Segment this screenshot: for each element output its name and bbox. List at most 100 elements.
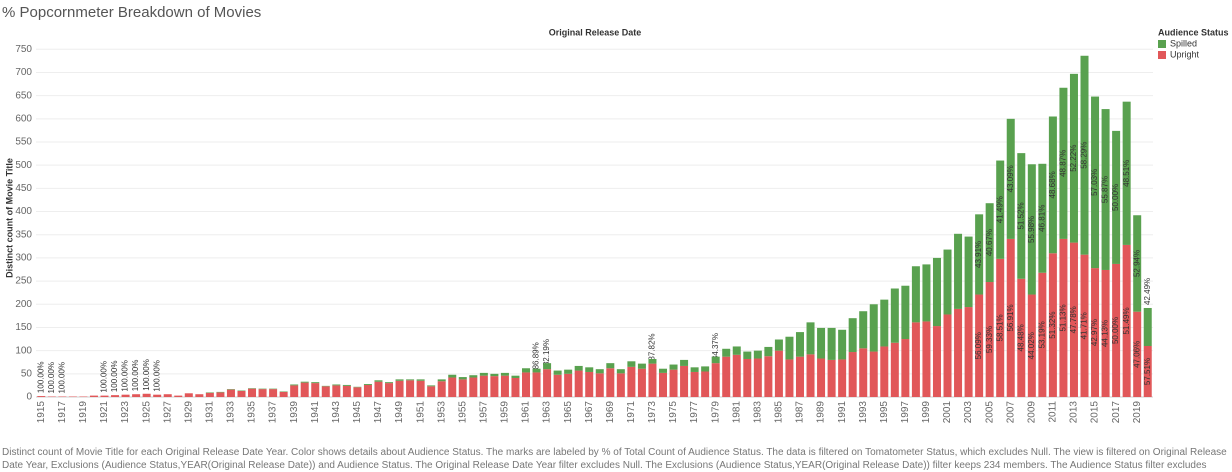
bar-segment [395, 380, 404, 397]
bar-segment [416, 380, 425, 397]
x-tick-label: 1961 [521, 401, 532, 424]
bar-segment [606, 368, 615, 397]
segment-label: 47.06% [1132, 341, 1141, 368]
bar-segment [701, 366, 710, 372]
x-tick-label: 2015 [1090, 401, 1101, 424]
bar-segment [648, 363, 657, 397]
bar-segment [458, 377, 467, 380]
bar-segment [406, 379, 415, 381]
bar-segment [943, 249, 952, 315]
bar-segment [1048, 253, 1057, 397]
x-tick-label: 1923 [120, 401, 131, 424]
bar-segment [153, 394, 162, 397]
bar-segment [479, 372, 488, 376]
bar-segment [658, 368, 667, 373]
bar-segment [637, 368, 646, 397]
bar-segment [437, 381, 446, 397]
bar-segment [248, 388, 257, 397]
bar-segment [311, 383, 320, 397]
x-header: Original Release Date [549, 27, 642, 37]
x-tick-label: 1987 [795, 401, 806, 424]
bar-segment [975, 294, 984, 397]
bar-segment [300, 381, 309, 383]
bar-segment [690, 371, 699, 397]
bar-segment [848, 352, 857, 397]
bar-segment [658, 372, 667, 397]
segment-label: 55.87% [1101, 176, 1110, 203]
y-tick-label: 50 [21, 368, 33, 379]
x-tick-label: 2001 [942, 401, 953, 424]
bar-segment [100, 395, 109, 397]
segment-label: 52.22% [1069, 145, 1078, 172]
x-tick-label: 2005 [984, 401, 995, 424]
x-tick-label: 1997 [900, 401, 911, 424]
bar-segment [458, 379, 467, 397]
bar-segment [332, 385, 341, 397]
segment-label: 100.00% [131, 360, 140, 392]
bar-segment [785, 359, 794, 397]
bar-segment [416, 379, 425, 381]
bar-segment [880, 346, 889, 397]
bar-segment [585, 371, 594, 397]
bar-segment [321, 386, 330, 397]
bar-segment [848, 318, 857, 353]
segment-label: 51.32% [1048, 312, 1057, 339]
bar-segment [1038, 163, 1047, 273]
bar-segment [616, 369, 625, 374]
segment-label: 41.49% [995, 196, 1004, 223]
y-tick-label: 700 [15, 67, 32, 78]
x-tick-label: 1917 [57, 401, 68, 424]
segment-label: 42.49% [1143, 278, 1152, 305]
bar-segment [827, 359, 836, 397]
segment-label: 59.33% [985, 326, 994, 353]
bar-segment [184, 393, 193, 397]
bar-segment [448, 377, 457, 397]
bar-segment [89, 395, 98, 397]
bar-segment [817, 358, 826, 397]
x-tick-label: 1999 [921, 401, 932, 424]
bar-segment [522, 368, 531, 373]
bar-segment [985, 203, 994, 283]
bar-segment [774, 350, 783, 397]
x-tick-label: 1985 [774, 401, 785, 424]
bar-segment [1069, 73, 1078, 243]
bar-segment [901, 339, 910, 397]
legend-swatch [1158, 40, 1166, 48]
bar-segment [690, 367, 699, 372]
segment-label: 48.87% [1059, 150, 1068, 177]
bar-segment [722, 356, 731, 397]
bar-segment [374, 380, 383, 382]
segment-label: 87.82% [648, 333, 657, 360]
bar-segment [648, 358, 657, 364]
x-tick-label: 1951 [415, 401, 426, 424]
bar-segment [764, 356, 773, 397]
bar-segment [543, 369, 552, 397]
bar-segment [448, 374, 457, 378]
bar-segment [722, 348, 731, 357]
bar-segment [595, 373, 604, 397]
segment-label: 44.02% [1027, 332, 1036, 359]
x-tick-label: 2007 [1005, 401, 1016, 424]
segment-label: 47.78% [1069, 306, 1078, 333]
bar-segment [279, 391, 288, 397]
bar-segment [205, 392, 214, 397]
x-tick-label: 1941 [310, 401, 321, 424]
y-tick-label: 550 [15, 137, 32, 148]
x-tick-label: 1935 [247, 401, 258, 424]
bar-segment [574, 365, 583, 371]
x-tick-label: 1933 [226, 401, 237, 424]
bar-segment [954, 233, 963, 309]
bar-segment [553, 374, 562, 397]
x-tick-label: 1969 [605, 401, 616, 424]
x-tick-label: 1993 [858, 401, 869, 424]
y-tick-label: 650 [15, 90, 32, 101]
x-tick-label: 1931 [205, 401, 216, 424]
bar-segment [532, 372, 541, 397]
segment-label: 43.91% [974, 241, 983, 268]
x-tick-label: 1977 [689, 401, 700, 424]
bar-segment [522, 372, 531, 397]
segment-label: 41.71% [1080, 312, 1089, 339]
bar-segment [785, 336, 794, 360]
bar-segment [437, 379, 446, 382]
